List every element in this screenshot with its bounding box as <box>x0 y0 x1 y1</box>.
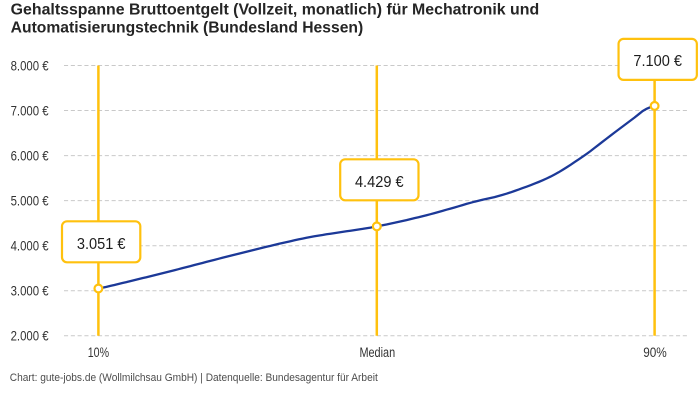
svg-text:10%: 10% <box>88 345 110 361</box>
svg-text:4.429 €: 4.429 € <box>355 174 404 191</box>
svg-text:4.000 €: 4.000 € <box>11 239 49 254</box>
svg-text:Automatisierungstechnik (Bunde: Automatisierungstechnik (Bundesland Hess… <box>11 20 364 37</box>
svg-text:Median: Median <box>359 345 395 361</box>
svg-text:5.000 €: 5.000 € <box>11 193 49 208</box>
svg-text:Chart: gute-jobs.de (Wollmilch: Chart: gute-jobs.de (Wollmilchsau GmbH) … <box>10 372 378 384</box>
svg-text:6.000 €: 6.000 € <box>11 148 49 163</box>
svg-text:3.051 €: 3.051 € <box>77 236 126 253</box>
svg-text:7.000 €: 7.000 € <box>11 103 49 118</box>
svg-text:2.000 €: 2.000 € <box>11 329 49 344</box>
svg-text:7.100 €: 7.100 € <box>633 53 682 70</box>
svg-text:90%: 90% <box>643 345 667 361</box>
svg-text:3.000 €: 3.000 € <box>11 284 49 299</box>
svg-text:Gehaltsspanne Bruttoentgelt (V: Gehaltsspanne Bruttoentgelt (Vollzeit, m… <box>11 1 540 18</box>
svg-text:8.000 €: 8.000 € <box>11 58 49 73</box>
